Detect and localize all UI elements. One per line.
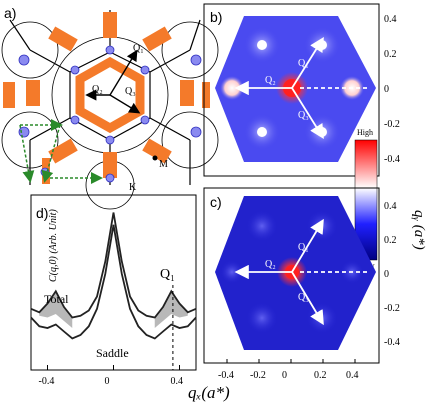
b-q3-label: Q₃ bbox=[298, 110, 309, 121]
panel-d: d) -0.4 0 0.4 C(q,0) (Arb. Unit) Total Sad… bbox=[30, 194, 197, 387]
panel-c-label: c) bbox=[210, 194, 222, 210]
k-label: K bbox=[129, 182, 137, 193]
panel-d-series-total bbox=[30, 212, 197, 319]
panel-d-shaded-region bbox=[39, 291, 73, 328]
inner-hexagon bbox=[75, 56, 145, 134]
panel-d-shaded-region bbox=[154, 291, 188, 328]
map-x-tick-label: -0.2 bbox=[250, 370, 266, 381]
map-c-y-tick-label: 0.4 bbox=[384, 201, 397, 212]
panel-d-chart: -0.4 0 0.4 bbox=[30, 212, 197, 387]
map-b-y-tick-label: -0.2 bbox=[384, 119, 400, 130]
b-q2-label: Q₂ bbox=[265, 75, 276, 86]
map-b-y-tick-label: 0.4 bbox=[384, 14, 397, 25]
panel-b-label: b) bbox=[210, 9, 222, 25]
panel-c-vectors bbox=[234, 218, 368, 326]
panel-b: b) Q₁ Q₂ Q₃ bbox=[203, 3, 380, 177]
green-vectors bbox=[19, 119, 103, 184]
c-q3-label: Q₃ bbox=[298, 292, 309, 303]
map-c-y-tick-label: 0 bbox=[384, 269, 389, 280]
m-point bbox=[152, 155, 158, 161]
panel-d-x-tick-label: 0 bbox=[105, 376, 110, 387]
panel-a-label: a) bbox=[4, 5, 16, 21]
panel-d-total-label: Total bbox=[44, 292, 69, 306]
m-label: M bbox=[159, 159, 168, 170]
c-q2-label: Q₂ bbox=[265, 259, 276, 270]
a-q3-label: Q₃ bbox=[125, 86, 136, 97]
maps-y-axis-label: qᵧ (a*) bbox=[411, 210, 427, 250]
colorbar-high: High bbox=[357, 128, 373, 137]
panel-b-frame bbox=[203, 3, 380, 177]
panel-c: c) Q₁ Q₂ Q₃ bbox=[203, 187, 380, 364]
map-c-y-tick-label: 0.2 bbox=[384, 235, 397, 246]
map-c-y-tick-label: -0.4 bbox=[384, 337, 400, 348]
map-b-y-tick-label: 0.2 bbox=[384, 49, 397, 60]
c-q1-label: Q₁ bbox=[298, 242, 309, 253]
panel-d-y-label: C(q,0) (Arb. Unit) bbox=[48, 209, 59, 282]
panel-d-x-tick-label: 0.4 bbox=[171, 376, 184, 387]
panel-d-series-saddle bbox=[30, 224, 197, 340]
a-q2-label: Q₂ bbox=[92, 84, 103, 95]
bottom-x-axis-label: qₓ(a*) bbox=[188, 383, 230, 402]
map-b-y-tick-label: -0.4 bbox=[384, 154, 400, 165]
map-c-y-tick-label: -0.2 bbox=[384, 303, 400, 314]
panel-d-q1-label: Q₁ bbox=[160, 267, 175, 282]
map-x-tick-label: 0 bbox=[282, 370, 287, 381]
panel-d-saddle-label: Saddle bbox=[96, 346, 129, 360]
b-q1-label: Q₁ bbox=[298, 58, 309, 69]
panel-a: a) bbox=[1, 5, 219, 210]
a-q1-label: Q₁ bbox=[133, 43, 144, 54]
map-x-tick-label: -0.4 bbox=[218, 370, 234, 381]
panel-b-vectors bbox=[234, 36, 368, 140]
orange-segments bbox=[3, 12, 210, 184]
map-x-tick-label: 0.2 bbox=[314, 370, 327, 381]
panel-d-x-tick-label: -0.4 bbox=[39, 376, 55, 387]
hatched-circles bbox=[18, 45, 202, 183]
map-b-y-tick-label: 0 bbox=[384, 84, 389, 95]
panel-d-label: d) bbox=[36, 205, 48, 221]
map-axis-ticks: -0.4 -0.2 0 0.2 0.4 0.4 0.4 0.2 0.2 0 0 -0.2 -0.2 -0.… bbox=[218, 14, 400, 381]
panel-a-vectors bbox=[85, 49, 141, 114]
map-x-tick-label: 0.4 bbox=[346, 370, 359, 381]
